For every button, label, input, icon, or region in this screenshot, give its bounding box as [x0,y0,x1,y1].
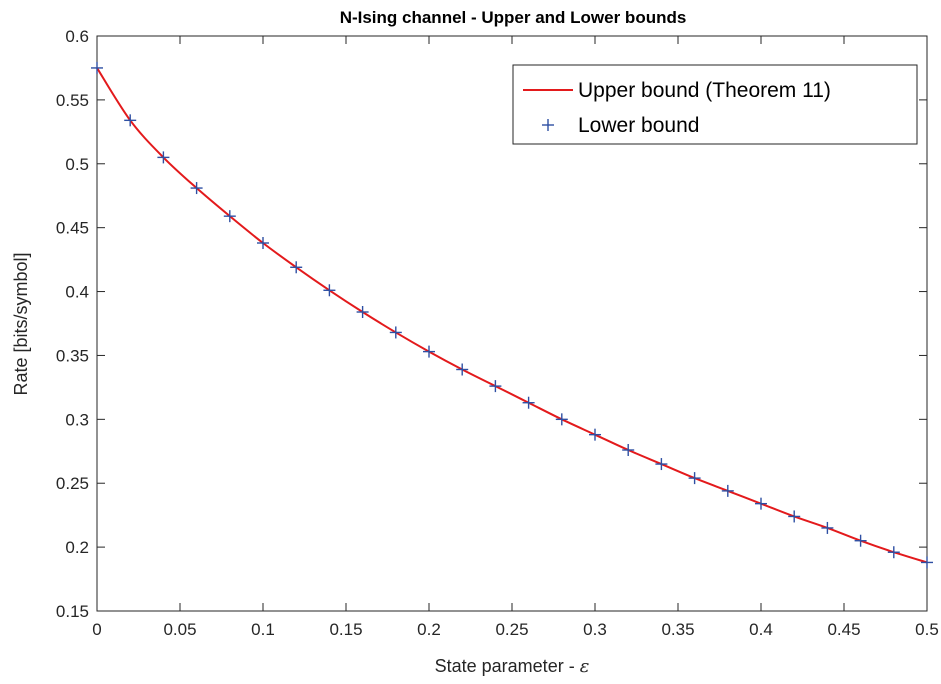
y-tick-label: 0.35 [56,346,89,365]
series-line-upper-bound [96,67,928,564]
y-tick-label: 0.55 [56,91,89,110]
y-tick-label: 0.3 [65,410,89,429]
chart-title: N-Ising channel - Upper and Lower bounds [340,8,687,27]
x-tick-label: 0.35 [661,620,694,639]
ticks-layer: 0 0.05 0.1 0.15 0.2 0.25 0.3 0.35 0.4 0.45 0.5 0.15… [56,27,939,639]
legend-entry-lower-bound: Lower bound [578,114,699,137]
lower-bound-point [356,306,369,318]
lower-bound-point [257,237,269,249]
x-tick-label: 0.5 [915,620,939,639]
x-axis-label-text: State parameter - [435,656,580,676]
x-tick-label: 0.1 [251,620,275,639]
lower-bound-point [622,444,635,456]
lower-bound-point [821,521,834,534]
x-tick-label: 0.2 [417,620,441,639]
lower-bound-point [854,534,867,547]
lower-bound-point [423,345,435,358]
lower-bound-point [456,363,469,376]
lower-bound-point [389,326,402,339]
x-tick-label: 0.15 [329,620,362,639]
y-tick-label: 0.4 [65,283,89,302]
lower-bound-point [887,546,900,559]
y-tick-label: 0.15 [56,602,89,621]
legend-box [512,64,918,145]
lower-bound-point [489,380,502,393]
lower-bound-point [522,396,535,409]
legend-entry-upper-bound: Upper bound (Theorem 11) [578,79,831,102]
x-tick-label: 0.3 [583,620,607,639]
lower-bound-point [290,261,303,274]
lower-bound-point [190,182,203,195]
series-layer [91,61,933,569]
lower-bound-point [755,497,767,510]
lower-bound-point [655,458,668,471]
x-tick-label: 0 [92,620,101,639]
lower-bound-point [91,61,103,74]
lower-bound-point [721,484,734,497]
x-tick-label: 0.45 [827,620,860,639]
lower-bound-point [124,114,137,127]
y-axis-label: Rate [bits/symbol] [11,252,31,395]
x-tick-label: 0.05 [163,620,196,639]
y-tick-label: 0.6 [65,27,89,46]
lower-bound-point [921,556,933,569]
lower-bound-point [589,428,601,441]
lower-bound-point [323,284,336,297]
y-tick-label: 0.2 [65,538,89,557]
legend: Upper bound (Theorem 11) Lower bound [512,64,918,145]
lower-bound-point [688,472,701,485]
legend-marker-swatch [542,119,554,131]
lower-bound-point [157,151,170,164]
x-tick-label: 0.4 [749,620,773,639]
lower-bound-point [788,510,801,523]
x-axis-label: State parameter - ε [435,656,590,677]
lower-bound-point [223,210,236,223]
y-tick-label: 0.25 [56,474,89,493]
y-tick-label: 0.5 [65,155,89,174]
y-tick-label: 0.45 [56,219,89,238]
x-axis-label-symbol: ε [580,656,590,677]
x-tick-label: 0.25 [495,620,528,639]
lower-bound-point [555,413,568,426]
